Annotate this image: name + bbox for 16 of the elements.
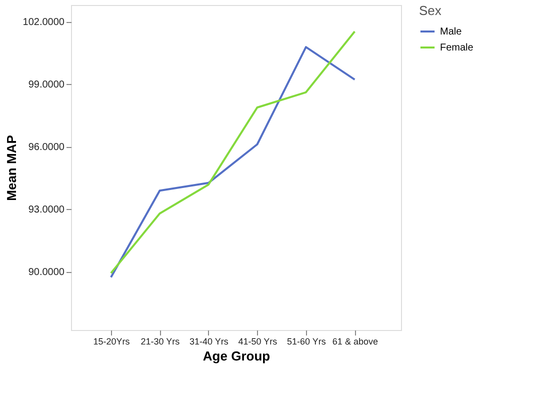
y-tick-label: 99.0000 <box>28 80 65 91</box>
y-tick-label: 93.0000 <box>28 204 65 216</box>
y-tick-label: 90.0000 <box>28 267 65 278</box>
x-tick-label: 51-60 Yrs <box>287 336 326 346</box>
x-tick-label: 31-40 Yrs <box>190 336 229 346</box>
x-tick-label: 61 & above <box>332 336 378 346</box>
legend-label: Male <box>440 26 462 38</box>
x-tick-label: 41-50 Yrs <box>238 336 278 346</box>
y-tick-label: 102.0000 <box>22 17 65 28</box>
legend-label: Female <box>440 42 474 54</box>
x-tick-label: 15-20Yrs <box>93 336 130 346</box>
x-axis-title: Age Group <box>202 348 270 364</box>
legend-title: Sex <box>419 3 442 18</box>
y-axis-title: Mean MAP <box>4 134 19 201</box>
y-tick-label: 96.0000 <box>28 142 65 154</box>
x-tick-label: 21-30 Yrs <box>140 336 180 346</box>
